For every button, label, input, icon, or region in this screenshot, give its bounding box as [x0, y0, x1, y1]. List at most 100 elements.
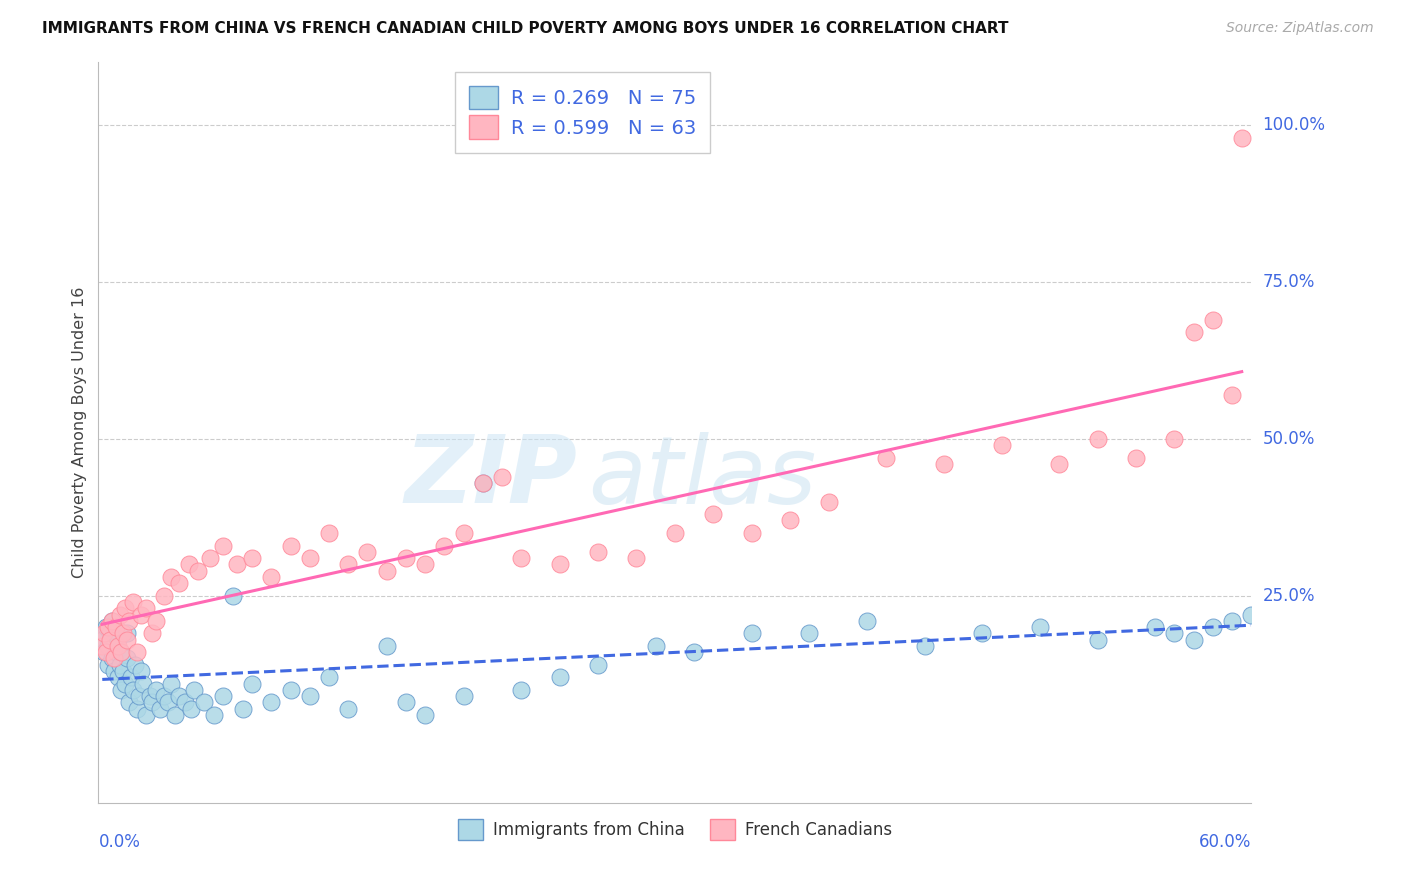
Point: [548, 558, 571, 572]
Point: [875, 450, 897, 465]
Point: [125, 645, 148, 659]
Point: [114, 601, 136, 615]
Point: [1163, 432, 1185, 446]
Point: [741, 526, 763, 541]
Point: [337, 558, 360, 572]
Point: [110, 645, 132, 659]
Point: [110, 645, 132, 659]
Text: 75.0%: 75.0%: [1263, 273, 1315, 291]
Point: [167, 576, 190, 591]
Point: [1029, 620, 1052, 634]
Point: [122, 595, 145, 609]
Point: [683, 645, 706, 659]
Point: [124, 657, 146, 672]
Point: [1230, 130, 1253, 145]
Point: [356, 545, 378, 559]
Y-axis label: Child Poverty Among Boys Under 16: Child Poverty Among Boys Under 16: [72, 287, 87, 578]
Point: [222, 589, 245, 603]
Point: [375, 564, 398, 578]
Point: [129, 664, 152, 678]
Point: [93, 626, 115, 640]
Point: [94, 620, 117, 634]
Text: 100.0%: 100.0%: [1263, 116, 1326, 134]
Point: [97, 639, 120, 653]
Point: [779, 513, 801, 527]
Point: [160, 570, 183, 584]
Point: [225, 558, 247, 572]
Point: [337, 701, 360, 715]
Point: [413, 558, 436, 572]
Point: [101, 651, 124, 665]
Point: [101, 614, 124, 628]
Point: [165, 708, 187, 723]
Point: [1202, 312, 1225, 326]
Point: [135, 708, 157, 723]
Point: [183, 682, 205, 697]
Point: [117, 626, 139, 640]
Point: [799, 626, 821, 640]
Point: [433, 539, 456, 553]
Point: [117, 651, 139, 665]
Point: [120, 670, 142, 684]
Point: [180, 701, 202, 715]
Point: [107, 632, 129, 647]
Text: ZIP: ZIP: [404, 431, 576, 523]
Point: [1047, 457, 1070, 471]
Point: [103, 639, 125, 653]
Point: [856, 614, 879, 628]
Point: [101, 614, 124, 628]
Point: [156, 695, 179, 709]
Point: [914, 639, 936, 653]
Point: [1125, 450, 1147, 465]
Point: [318, 526, 340, 541]
Point: [240, 551, 263, 566]
Point: [280, 539, 302, 553]
Point: [586, 545, 609, 559]
Point: [212, 539, 235, 553]
Point: [108, 657, 131, 672]
Point: [212, 689, 235, 703]
Point: [741, 626, 763, 640]
Point: [395, 695, 418, 709]
Point: [91, 632, 114, 647]
Point: [510, 682, 533, 697]
Point: [1220, 388, 1243, 402]
Point: [141, 695, 163, 709]
Point: [114, 676, 136, 690]
Point: [110, 682, 132, 697]
Point: [160, 676, 183, 690]
Point: [395, 551, 418, 566]
Point: [1182, 325, 1205, 339]
Point: [1144, 620, 1167, 634]
Point: [972, 626, 994, 640]
Legend: Immigrants from China, French Canadians: Immigrants from China, French Canadians: [451, 813, 898, 847]
Point: [932, 457, 955, 471]
Point: [104, 645, 127, 659]
Point: [174, 695, 197, 709]
Point: [1240, 607, 1263, 622]
Point: [1087, 632, 1109, 647]
Point: [98, 626, 121, 640]
Point: [135, 601, 157, 615]
Point: [122, 682, 145, 697]
Point: [298, 689, 321, 703]
Point: [118, 695, 141, 709]
Point: [644, 639, 666, 653]
Point: [510, 551, 533, 566]
Text: atlas: atlas: [589, 432, 817, 523]
Point: [453, 689, 475, 703]
Point: [103, 651, 125, 665]
Point: [141, 626, 163, 640]
Point: [471, 475, 494, 490]
Point: [260, 695, 283, 709]
Point: [97, 657, 120, 672]
Point: [1182, 632, 1205, 647]
Point: [298, 551, 321, 566]
Point: [664, 526, 686, 541]
Point: [152, 589, 174, 603]
Point: [152, 689, 174, 703]
Text: 50.0%: 50.0%: [1263, 430, 1315, 448]
Point: [318, 670, 340, 684]
Point: [231, 701, 254, 715]
Point: [167, 689, 190, 703]
